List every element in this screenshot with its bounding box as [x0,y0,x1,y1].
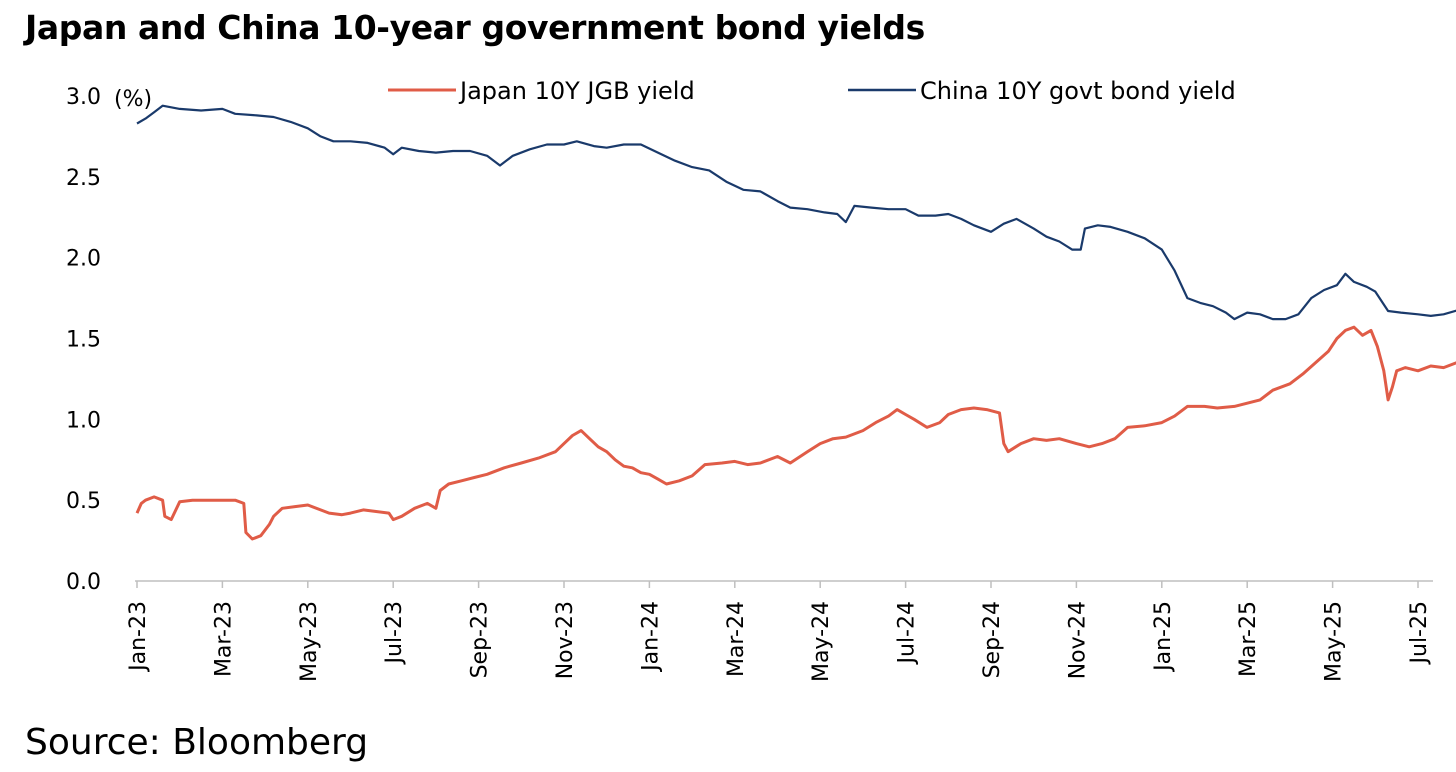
y-tick-label: 0.0 [66,570,101,595]
x-tick-label: Nov-23 [553,601,578,679]
chart-title: Japan and China 10-year government bond … [25,8,925,47]
x-tick-label: Jul-24 [895,601,920,665]
x-tick-label: Jan-25 [1151,601,1176,673]
y-tick-label: 3.0 [66,85,101,110]
series-line-japan [135,325,1456,541]
x-tick-label: Jan-23 [126,601,151,673]
legend-label-china: China 10Y govt bond yield [920,77,1236,105]
y-tick-label: 2.0 [66,247,101,272]
source-note: Source: Bloomberg [25,722,369,763]
x-tick-label: Nov-24 [1065,601,1090,679]
x-tick-label: Sep-24 [980,601,1005,678]
x-axis: Jan-23 Mar-23 May-23 Jul-23 Sep-23 Nov-23 Jan-… [126,581,1432,682]
y-tick-label: 1.5 [66,328,101,353]
legend-label-japan: Japan 10Y JGB yield [458,77,695,105]
x-tick-label: Sep-23 [468,601,493,678]
series-lines [135,104,1456,541]
x-tick-label: May-23 [297,601,322,682]
x-tick-label: Mar-24 [724,601,749,677]
x-tick-label: Mar-25 [1236,601,1261,677]
x-tick-label: Jul-25 [1407,601,1432,665]
x-tick-label: Mar-23 [211,601,236,677]
legend: Japan 10Y JGB yield China 10Y govt bond … [388,77,1236,105]
x-tick-label: May-24 [809,601,834,682]
x-tick-label: Jul-23 [382,601,407,665]
series-line-china [136,104,1456,321]
x-tick-label: Jan-24 [638,601,663,673]
y-tick-label: 2.5 [66,166,101,191]
y-tick-label: 0.5 [66,489,101,514]
y-axis: 0.0 0.5 1.0 1.5 2.0 2.5 3.0 [66,85,101,595]
x-tick-label: May-25 [1322,601,1347,682]
y-tick-label: 1.0 [66,408,101,433]
y-axis-unit-label: (%) [114,87,152,112]
